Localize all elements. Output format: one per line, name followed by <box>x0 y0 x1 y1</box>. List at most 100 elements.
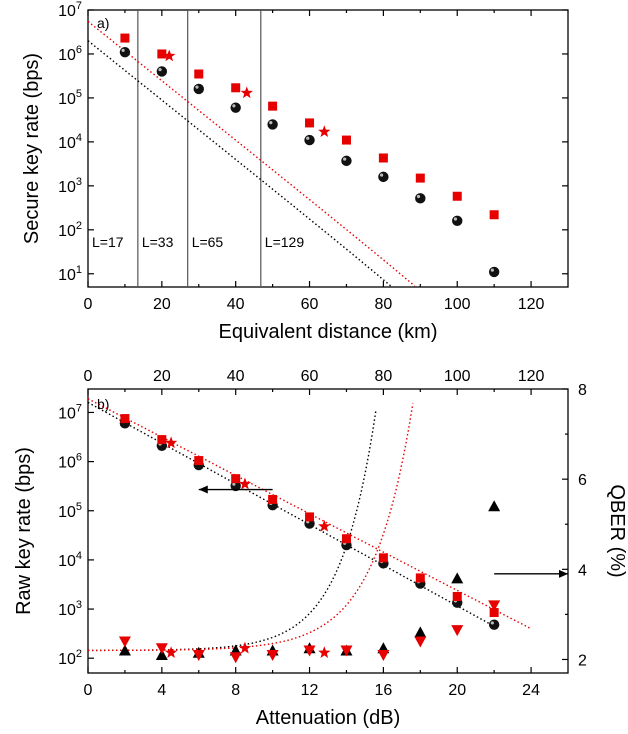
data-point-star <box>164 646 178 658</box>
arrow-head <box>559 569 568 578</box>
x-tick-label: 4 <box>157 682 166 699</box>
data-point-sphere <box>378 171 389 183</box>
sphere-highlight <box>490 268 494 272</box>
y-tick-label: 107 <box>58 402 82 422</box>
region-label: L=33 <box>142 234 174 250</box>
x-tick-label: 12 <box>301 682 319 699</box>
data-point-star <box>238 641 252 654</box>
data-point-triangle-down <box>488 600 501 612</box>
data-point-square <box>305 512 315 522</box>
x-axis-title: Attenuation (dB) <box>256 707 401 729</box>
data-point-square <box>268 494 278 504</box>
data-point-square <box>378 153 388 163</box>
data-point-sphere <box>230 102 241 113</box>
data-point-sphere <box>488 266 500 278</box>
y2-tick-label: 6 <box>578 472 587 489</box>
y-tick-label: 101 <box>58 264 82 284</box>
region-label: L=65 <box>192 234 224 250</box>
sphere-body <box>488 619 500 630</box>
data-point-triangle-down <box>155 643 168 655</box>
sphere-body <box>452 215 463 227</box>
data-point-square <box>452 191 462 201</box>
y-axis-title: Secure key rate (bps) <box>21 53 43 244</box>
y-tick-label: 104 <box>58 132 82 152</box>
data-point-square <box>157 435 167 445</box>
x-tick-label: 20 <box>153 296 171 313</box>
top-x-tick-label: 100 <box>444 368 471 385</box>
data-point-triangle-down <box>451 625 464 637</box>
fit-curve <box>87 401 495 627</box>
data-point-triangle-down <box>118 636 131 648</box>
data-point-square <box>415 573 425 583</box>
top-x-tick-label: 120 <box>518 368 545 385</box>
y-tick-label: 103 <box>58 599 82 619</box>
sphere-highlight <box>232 104 236 108</box>
data-point-sphere <box>267 119 278 130</box>
x-axis-title: Equivalent distance (km) <box>219 321 438 343</box>
data-point-sphere <box>230 480 241 492</box>
data-point-triangle-up <box>414 626 427 638</box>
data-point-sphere <box>304 134 315 146</box>
y-tick-label: 102 <box>58 648 82 668</box>
data-point-triangle-down <box>229 652 242 664</box>
top-x-tick-label: 60 <box>301 368 319 385</box>
sphere-highlight <box>343 157 347 161</box>
data-point-triangle-up <box>155 648 168 660</box>
x-tick-label: 24 <box>522 682 540 699</box>
data-point-triangle-down <box>414 636 427 648</box>
region-label: L=129 <box>265 234 305 250</box>
data-point-sphere <box>341 155 352 167</box>
y-tick-label: 102 <box>58 220 82 240</box>
sphere-highlight <box>195 85 199 89</box>
y-tick-label: 105 <box>58 501 82 521</box>
sphere-highlight <box>379 173 384 177</box>
x-tick-label: 20 <box>448 682 466 699</box>
sphere-highlight <box>453 217 458 221</box>
data-point-sphere <box>156 66 168 77</box>
y-tick-label: 106 <box>58 452 82 472</box>
data-point-square <box>157 49 167 59</box>
arrow-head <box>198 485 208 494</box>
sphere-body <box>119 46 131 58</box>
data-point-square <box>120 33 130 43</box>
x-tick-label: 80 <box>374 296 392 313</box>
x-tick-label: 60 <box>301 296 319 313</box>
axis-arrow-left <box>198 485 273 494</box>
sphere-highlight <box>416 194 421 199</box>
y-tick-label: 103 <box>58 176 82 196</box>
sphere-highlight <box>490 621 494 625</box>
data-point-triangle-up <box>118 644 131 656</box>
x-tick-label: 40 <box>227 296 245 313</box>
y2-tick-label: 2 <box>578 652 587 669</box>
y-axis-title: Raw key rate (bps) <box>13 447 35 615</box>
axis-arrow-right <box>494 569 568 578</box>
data-point-triangle-down <box>340 645 353 657</box>
sphere-body <box>156 66 168 77</box>
sphere-highlight <box>269 120 273 125</box>
data-point-square <box>378 553 388 563</box>
plot-frame-b <box>87 388 569 674</box>
data-point-square <box>452 592 462 602</box>
y-tick-label: 104 <box>58 550 82 570</box>
data-point-square <box>194 69 204 79</box>
fit-curve <box>87 398 532 630</box>
sphere-body <box>488 266 500 278</box>
data-point-triangle-up <box>488 500 501 512</box>
data-point-star <box>240 86 253 99</box>
data-point-square <box>194 456 204 466</box>
data-point-square <box>341 135 351 145</box>
y2-tick-label: 4 <box>578 562 587 579</box>
y-tick-label: 106 <box>58 44 82 64</box>
data-point-square <box>231 83 241 93</box>
fit-curve <box>88 409 377 652</box>
top-x-tick-label: 20 <box>153 368 171 385</box>
x-tick-label: 8 <box>231 682 240 699</box>
x-tick-label: 100 <box>444 296 471 313</box>
data-point-triangle-down <box>192 649 205 661</box>
sphere-highlight <box>232 482 236 486</box>
sphere-body <box>415 193 426 204</box>
x-tick-label: 0 <box>84 682 93 699</box>
x-tick-label: 120 <box>518 296 545 313</box>
data-point-star <box>164 436 178 449</box>
